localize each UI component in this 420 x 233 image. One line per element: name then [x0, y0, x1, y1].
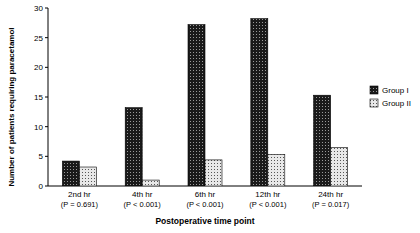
y-tick-label: 30 — [34, 4, 43, 13]
x-tick-label: 12th hr — [255, 190, 280, 199]
y-tick-label: 15 — [34, 93, 43, 102]
bar — [188, 25, 205, 186]
y-tick — [45, 67, 48, 68]
x-axis-label: Postoperative time point — [155, 216, 254, 226]
bar — [251, 19, 268, 186]
y-tick-label: 5 — [39, 152, 44, 161]
legend-label: Group II — [382, 99, 411, 108]
y-tick-label: 10 — [34, 123, 43, 132]
y-tick-label: 0 — [39, 182, 44, 191]
bars — [62, 19, 347, 186]
legend-label: Group I — [382, 86, 409, 95]
y-tick-label: 20 — [34, 63, 43, 72]
p-value: (P < 0.001) — [186, 200, 224, 209]
y-tick — [45, 126, 48, 127]
y-tick — [45, 37, 48, 38]
p-value: (P < 0.001) — [124, 200, 162, 209]
x-tick-label: 24th hr — [318, 190, 343, 199]
y-axis-label: Number of patients requiring paracetamol — [7, 27, 16, 186]
bar — [62, 161, 79, 186]
bar — [125, 108, 142, 186]
p-value: (P = 0.017) — [312, 200, 350, 209]
bar — [314, 95, 331, 186]
y-tick-label: 25 — [34, 34, 43, 43]
x-tick-label: 4th hr — [132, 190, 153, 199]
chart-svg: 0 5 10 15 20 25 30 Number of patients requiring… — [0, 0, 420, 233]
y-tick — [45, 156, 48, 157]
x-tick-label: 6th hr — [195, 190, 216, 199]
legend-swatch — [370, 86, 378, 94]
y-tick — [45, 97, 48, 98]
bar — [142, 180, 159, 186]
y-tick — [45, 186, 48, 187]
bar — [268, 155, 285, 186]
p-value: (P < 0.001) — [249, 200, 287, 209]
bar — [331, 147, 348, 186]
x-tick-label: 2nd hr — [68, 190, 91, 199]
chart-container: 0 5 10 15 20 25 30 Number of patients requiring… — [0, 0, 420, 233]
p-value: (P = 0.691) — [61, 200, 99, 209]
bar — [205, 160, 222, 186]
legend-swatch — [370, 99, 378, 107]
y-tick — [45, 8, 48, 9]
bar — [79, 167, 96, 186]
